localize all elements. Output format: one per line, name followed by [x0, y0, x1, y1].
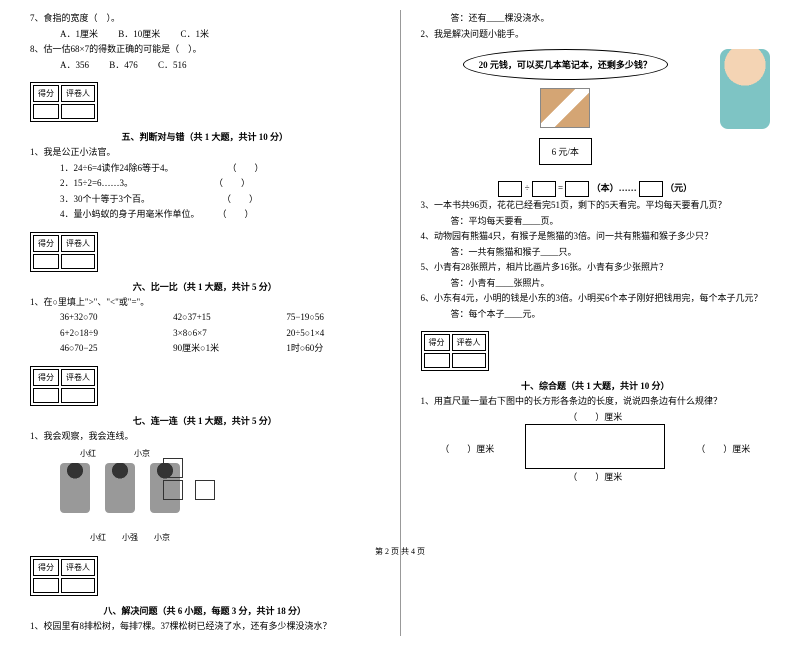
s6-q1: 1、在○里填上">"、"<"或"="。 — [30, 296, 380, 310]
icon-3 — [195, 480, 215, 500]
s8-q2: 2、我是解决问题小能手。 — [421, 28, 771, 42]
s8-ans3: 答：平均每天要看____页。 — [421, 215, 771, 229]
grader-label: 评卷人 — [61, 85, 95, 102]
notebook-icon — [540, 88, 590, 128]
s6-row-1: 36+32○7042○37+1575−19○56 — [30, 311, 380, 325]
s5-item-2: 2．15÷2=6……3。 （ ） — [30, 177, 380, 191]
s7-q1: 1、我会观察，我会连线。 — [30, 430, 380, 444]
score-label: 得分 — [33, 85, 59, 102]
score-box-7: 得分评卷人 — [30, 366, 98, 406]
teacher-icon — [720, 49, 770, 129]
q7-options: A．1厘米 B．10厘米 C．1米 — [30, 28, 380, 42]
score-box-6: 得分评卷人 — [30, 232, 98, 272]
q8-options: A．356 B．476 C．516 — [30, 59, 380, 73]
s8-ans5: 答：小青有____张照片。 — [421, 277, 771, 291]
s8-ans1: 答：还有____棵没浇水。 — [421, 12, 771, 26]
s7-labels: 小红 小强 小京 — [90, 532, 170, 543]
q7-opt-a: A．1厘米 — [60, 29, 98, 39]
icon-1 — [163, 458, 183, 478]
q8-opt-a: A．356 — [60, 60, 89, 70]
s8-q1: 1、校园里有8排松树，每排7棵。37棵松树已经浇了水，还有多少棵没浇水？ — [30, 620, 380, 634]
section-6-title: 六、比一比（共 1 大题，共计 5 分） — [30, 280, 380, 293]
equation-line: ÷ = （本）…… （元） — [421, 181, 771, 197]
q8-opt-c: C．516 — [158, 60, 187, 70]
s8-q5: 5、小青有28张照片，相片比画片多16张。小青有多少张照片？ — [421, 261, 771, 275]
s8-ans6: 答：每个本子____元。 — [421, 308, 771, 322]
s5-item-3: 3．30个十等于3个百。 （ ） — [30, 193, 380, 207]
s5-item-1: 1．24÷6=4读作24除6等于4。 （ ） — [30, 162, 380, 176]
question-8: 8、估一估68×7的得数正确的可能是（ ）。 — [30, 43, 380, 57]
s6-row-2: 6+2○18÷93×8○6×720÷5○1×4 — [30, 327, 380, 341]
section-7-title: 七、连一连（共 1 大题，共计 5 分） — [30, 414, 380, 427]
column-divider — [400, 10, 401, 636]
score-box-5: 得分评卷人 — [30, 82, 98, 122]
rectangle-diagram: （ ）厘米 （ ）厘米 （ ）厘米 （ ）厘米 — [495, 424, 695, 469]
s8-ans4: 答：一共有熊猫和猴子____只。 — [421, 246, 771, 260]
s5-item-4: 4．量小蚂蚁的身子用毫米作单位。 （ ） — [30, 208, 380, 222]
score-box-10: 得分评卷人 — [421, 331, 489, 371]
q8-opt-b: B．476 — [109, 60, 138, 70]
speech-bubble: 20 元钱，可以买几本笔记本，还剩多少钱？ — [463, 49, 668, 80]
s5-q1: 1、我是公正小法官。 — [30, 146, 380, 160]
q7-opt-c: C．1米 — [181, 29, 210, 39]
q7-opt-b: B．10厘米 — [118, 29, 160, 39]
s10-q1: 1、用直尺量一量右下图中的长方形各条边的长度，说说四条边有什么规律？ — [421, 395, 771, 409]
s6-row-3: 46○70−2590厘米○1米1时○60分 — [30, 342, 380, 356]
price-box: 6 元/本 — [539, 138, 592, 165]
s8-q4: 4、动物园有熊猫4只，有猴子是熊猫的3倍。问一共有熊猫和猴子多少只？ — [421, 230, 771, 244]
question-7: 7、食指的宽度（ ）。 — [30, 12, 380, 26]
section-5-title: 五、判断对与错（共 1 大题，共计 10 分） — [30, 130, 380, 143]
s8-q3: 3、一本书共96页，花花已经看完51页，剩下的5天看完。平均每天要看几页？ — [421, 199, 771, 213]
kids-illustration: 小红 小京 小红 小强 小京 — [30, 448, 230, 543]
score-box-8: 得分评卷人 — [30, 556, 98, 596]
s8-q6: 6、小东有4元，小明的钱是小东的3倍。小明买6个本子刚好把钱用完，每个本子几元？ — [421, 292, 771, 306]
page-footer: 第 2 页 共 4 页 — [0, 546, 800, 557]
section-10-title: 十、综合题（共 1 大题，共计 10 分） — [421, 379, 771, 392]
icon-2 — [163, 480, 183, 500]
section-8-title: 八、解决问题（共 6 小题，每题 3 分，共计 18 分） — [30, 604, 380, 617]
